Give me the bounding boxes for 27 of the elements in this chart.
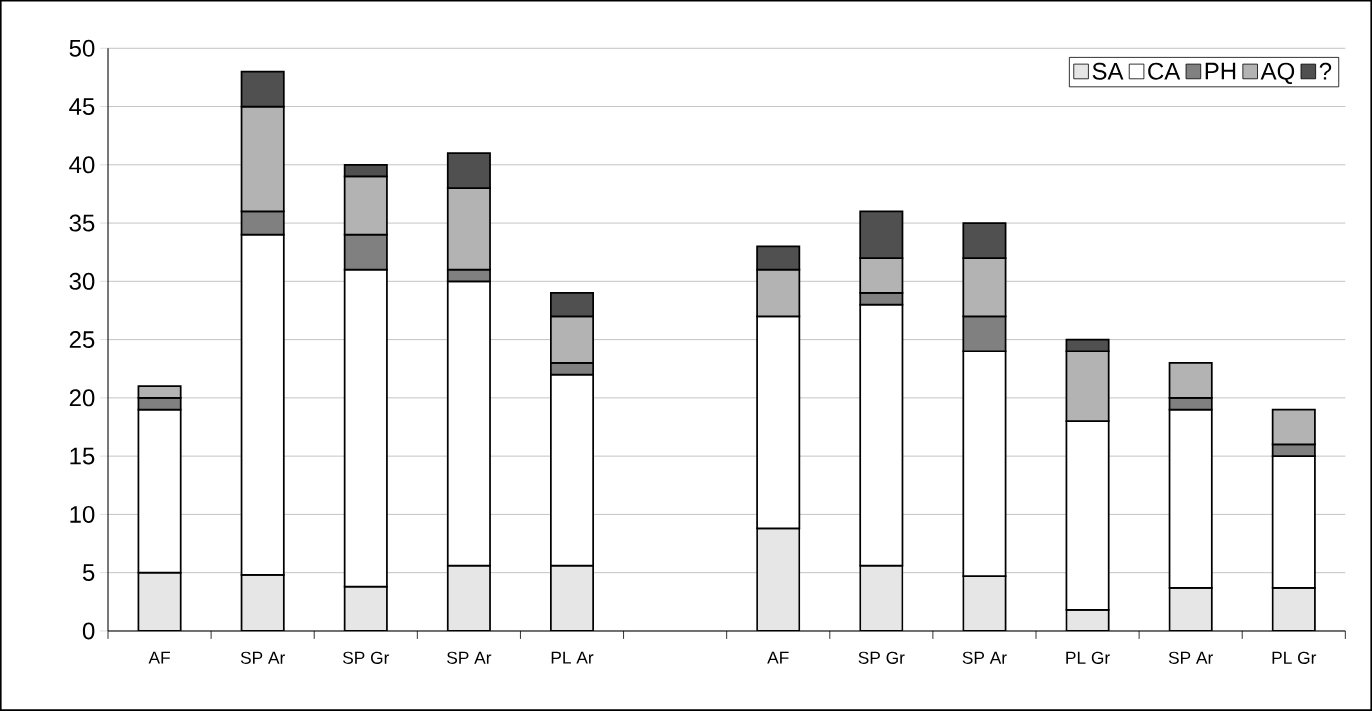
y-tick-label: 25 <box>69 331 95 349</box>
x-tick-label: PL Gr <box>1066 651 1110 664</box>
x-tick-label: PL Gr <box>1272 651 1317 664</box>
y-tick-label: 0 <box>82 622 95 640</box>
x-tick-label: SP Ar <box>447 651 492 664</box>
y-tick-label: 40 <box>69 156 95 174</box>
y-tick-label: 10 <box>70 505 95 523</box>
y-tick-label: 5 <box>82 564 95 582</box>
legend-label: PH <box>1205 62 1236 80</box>
x-tick-label: AF <box>148 651 170 664</box>
y-tick-label: 15 <box>70 447 95 465</box>
x-tick-label: SP Gr <box>342 651 390 664</box>
x-tick-label: SP Gr <box>858 651 905 664</box>
x-tick-label: SP Ar <box>962 651 1007 664</box>
legend-label: CA <box>1148 62 1181 80</box>
x-tick-label: PL Ar <box>551 651 594 664</box>
y-tick-label: 45 <box>69 98 95 115</box>
y-tick-label: 30 <box>69 272 95 290</box>
y-tick-label: 20 <box>69 389 95 407</box>
legend-label: ? <box>1319 62 1332 80</box>
legend-label: AQ <box>1260 62 1295 85</box>
x-tick-label: SP Ar <box>1168 651 1213 664</box>
y-tick-label: 35 <box>69 214 95 232</box>
y-tick-label: 50 <box>69 39 95 57</box>
x-tick-label: AF <box>767 651 789 664</box>
legend-label: SA <box>1092 62 1124 80</box>
x-tick-label: SP Ar <box>240 651 285 664</box>
